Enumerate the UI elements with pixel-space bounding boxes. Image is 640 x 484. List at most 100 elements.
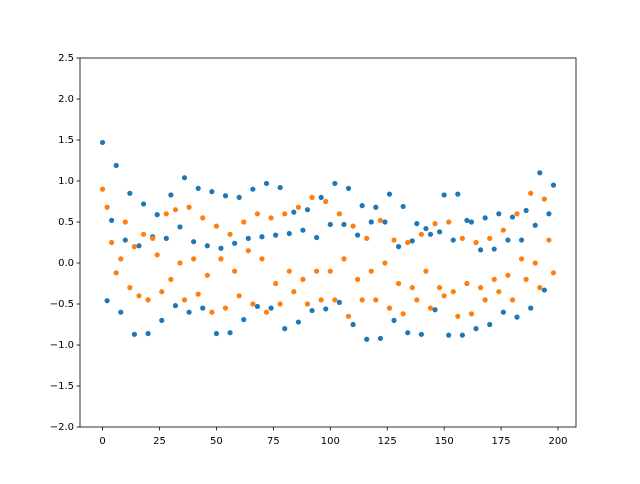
point xyxy=(291,209,297,215)
point xyxy=(459,235,465,241)
point xyxy=(391,237,397,243)
point xyxy=(395,280,402,287)
point xyxy=(323,306,329,312)
point xyxy=(241,219,247,225)
point xyxy=(450,289,456,295)
point xyxy=(359,297,365,303)
point xyxy=(263,180,270,187)
point xyxy=(159,289,165,295)
y-tick-label: −0.5 xyxy=(50,299,74,310)
point xyxy=(341,256,347,262)
point xyxy=(213,223,220,229)
point xyxy=(195,185,201,191)
point xyxy=(405,239,411,246)
point xyxy=(122,219,128,225)
point xyxy=(386,305,393,311)
point xyxy=(304,207,311,213)
point xyxy=(204,272,210,278)
point xyxy=(318,194,324,200)
point xyxy=(441,192,447,198)
point xyxy=(323,198,329,205)
point xyxy=(277,301,283,307)
point xyxy=(355,232,361,238)
point xyxy=(341,221,347,228)
point xyxy=(373,204,379,210)
point xyxy=(140,201,147,207)
point xyxy=(550,270,557,276)
point xyxy=(350,223,356,229)
point xyxy=(227,330,233,336)
point xyxy=(204,243,210,249)
plot-frame xyxy=(79,57,577,428)
point xyxy=(295,204,301,210)
point xyxy=(136,243,142,249)
point xyxy=(104,298,110,304)
point xyxy=(432,221,438,227)
point xyxy=(427,305,434,311)
point xyxy=(382,219,388,225)
point xyxy=(159,317,165,323)
point xyxy=(468,219,475,225)
point xyxy=(191,256,197,262)
y-tick-label: 2.5 xyxy=(58,53,74,64)
point xyxy=(177,224,183,230)
y-tick-label: −1.5 xyxy=(50,381,74,392)
point xyxy=(268,305,274,311)
point xyxy=(477,285,484,291)
point xyxy=(145,330,151,337)
point xyxy=(400,203,406,210)
y-tick-label: 1.5 xyxy=(58,135,74,146)
point xyxy=(450,237,456,243)
point xyxy=(140,231,147,237)
point xyxy=(473,326,479,332)
point xyxy=(327,268,333,274)
point xyxy=(473,239,479,246)
point xyxy=(496,211,502,217)
point xyxy=(268,215,274,221)
point xyxy=(518,237,525,243)
point xyxy=(131,244,138,250)
point xyxy=(546,211,552,217)
point xyxy=(273,280,279,287)
point xyxy=(186,204,192,210)
point xyxy=(259,256,265,262)
point xyxy=(477,247,484,253)
point xyxy=(232,240,238,246)
point xyxy=(145,297,151,303)
point xyxy=(446,219,452,225)
point xyxy=(241,316,247,323)
point xyxy=(368,268,374,274)
point xyxy=(222,193,229,199)
point xyxy=(99,139,106,146)
point xyxy=(459,332,465,338)
point xyxy=(355,276,361,282)
point xyxy=(209,309,215,315)
point xyxy=(273,232,279,238)
point xyxy=(491,246,497,252)
point xyxy=(541,287,547,293)
point xyxy=(154,252,160,258)
point xyxy=(500,309,506,315)
point xyxy=(528,190,534,196)
point xyxy=(345,313,352,319)
point xyxy=(436,229,443,235)
point xyxy=(541,196,547,202)
point xyxy=(227,231,233,237)
point xyxy=(282,211,288,217)
point xyxy=(395,244,402,250)
point xyxy=(464,280,470,287)
point xyxy=(509,214,516,220)
point xyxy=(496,289,502,295)
point xyxy=(359,203,365,209)
point xyxy=(382,260,388,266)
point xyxy=(236,194,242,200)
point xyxy=(168,276,174,282)
point xyxy=(118,256,124,262)
point xyxy=(391,317,397,323)
point xyxy=(163,211,169,217)
point xyxy=(345,185,352,191)
point xyxy=(195,291,201,297)
point xyxy=(172,303,179,309)
point xyxy=(118,309,124,315)
